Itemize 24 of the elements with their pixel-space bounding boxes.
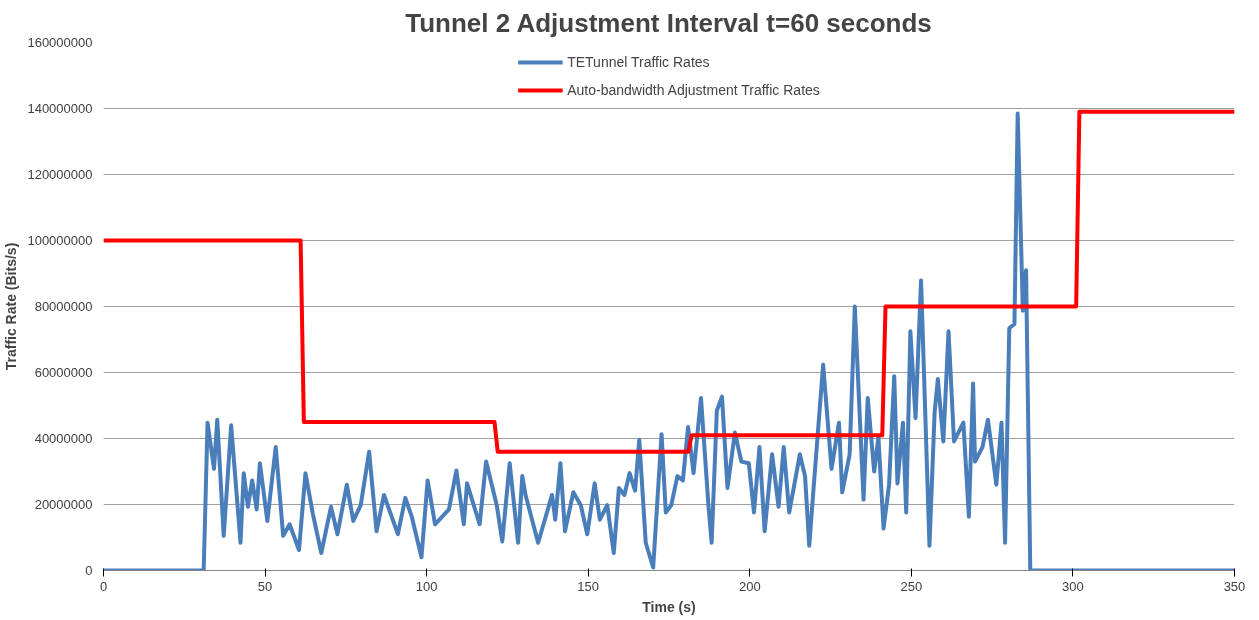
x-tick-label: 200	[738, 578, 761, 594]
x-tick-label: 0	[99, 578, 108, 594]
x-tick-label: 100	[415, 578, 438, 594]
y-tick-label: 120000000	[27, 167, 93, 182]
y-tick-label: 160000000	[27, 35, 93, 50]
legend-label: TETunnel Traffic Rates	[567, 54, 710, 70]
legend-label: Auto-bandwidth Adjustment Traffic Rates	[567, 82, 820, 98]
y-tick-label: 0	[85, 563, 93, 578]
x-tick-label: 300	[1062, 578, 1084, 594]
x-tick-label: 50	[257, 578, 273, 594]
x-tick-label: 350	[1223, 578, 1246, 594]
line-series	[103, 109, 1235, 454]
x-tick-label: 250	[900, 578, 923, 594]
y-tick-label: 40000000	[34, 431, 93, 446]
line-series	[103, 111, 1235, 571]
y-axis-title: Traffic Rate (Bits/s)	[3, 242, 20, 371]
chart-title: Tunnel 2 Adjustment Interval t=60 seconds	[405, 7, 932, 38]
x-axis-title: Time (s)	[642, 598, 696, 615]
y-tick-label: 60000000	[34, 365, 93, 380]
y-tick-label: 100000000	[27, 233, 93, 248]
y-tick-label: 20000000	[34, 497, 93, 512]
x-tick-label: 150	[577, 578, 600, 594]
y-tick-label: 140000000	[27, 101, 93, 116]
y-tick-label: 80000000	[34, 299, 93, 314]
